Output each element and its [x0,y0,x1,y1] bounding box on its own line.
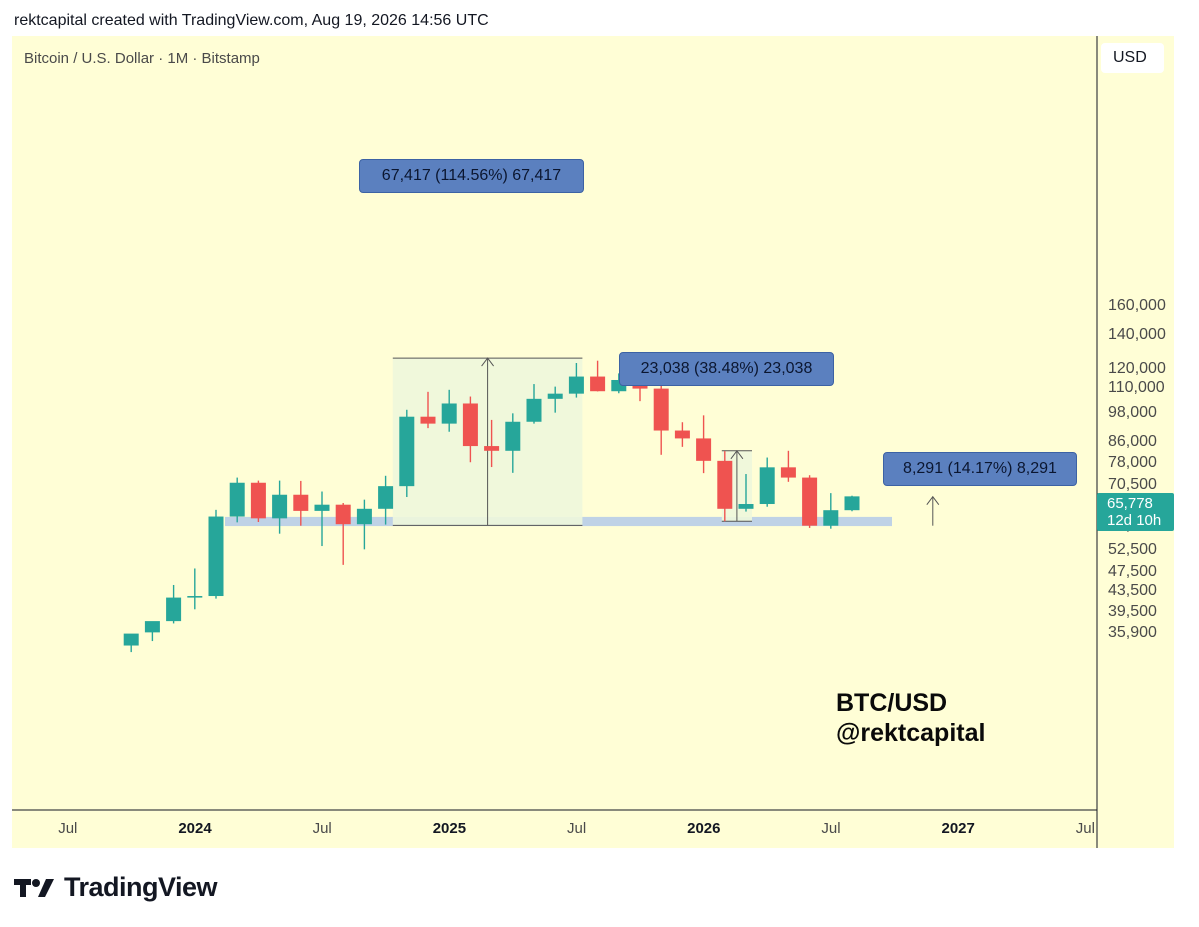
candle-up[interactable] [505,421,521,451]
measure-arrowhead-1 [481,357,495,367]
tradingview-logo-icon [14,878,54,897]
price-tick-label: 47,500 [1108,562,1157,580]
candle-up[interactable] [738,504,754,509]
price-tick-label: 78,000 [1108,454,1157,472]
price-tick-label: 110,000 [1108,378,1165,396]
watermark-author: @rektcapital [836,719,986,747]
candle-down[interactable] [653,388,669,431]
time-tick-label: 2026 [687,820,721,837]
candle-down[interactable] [590,376,606,392]
price-tick-label: 86,000 [1108,432,1157,450]
candle-down[interactable] [293,494,309,511]
candle-down[interactable] [484,446,500,451]
candle-up[interactable] [144,621,160,633]
symbol-label: Bitcoin / U.S. Dollar · 1M · Bitstamp [24,50,260,67]
candle-down[interactable] [420,416,436,424]
candle-up[interactable] [272,494,288,519]
watermark-symbol: BTC/USD [836,689,948,717]
chart-header: rektcapital created with TradingView.com… [14,12,489,29]
candle-down[interactable] [717,460,733,509]
candle-down[interactable] [696,438,712,461]
time-tick-label: 2025 [432,820,467,837]
measure-label-2: 23,038 (38.48%) 23,038 [619,352,834,386]
time-tick-label: Jul [1075,820,1095,837]
candle-down[interactable] [674,430,690,439]
candle-down[interactable] [780,467,796,478]
price-tick-label: 160,000 [1108,296,1166,314]
candle-up[interactable] [166,597,182,622]
time-tick-label: Jul [58,820,78,837]
watermark: BTC/USD @rektcapital [836,688,985,748]
tradingview-logo-text: TradingView [64,872,218,902]
measure-label-1: 67,417 (114.56%) 67,417 [359,159,584,193]
candle-up[interactable] [844,496,860,511]
candle-up[interactable] [823,510,839,526]
measure-arrowhead-2 [730,449,744,460]
candle-down[interactable] [335,504,351,525]
candle-up[interactable] [441,403,457,424]
time-tick-label: 2024 [178,820,212,837]
time-tick-label: Jul [567,820,587,837]
candle-up[interactable] [611,379,627,392]
time-tick-label: Jul [312,820,332,837]
time-tick-label: 2027 [941,820,975,837]
price-scale-background [1097,36,1174,848]
candle-up[interactable] [314,504,330,511]
candle-down[interactable] [462,403,478,447]
bar-countdown: 12d 10h [1107,512,1162,529]
time-tick-label: Jul [821,820,841,837]
measure-label-3: 8,291 (14.17%) 8,291 [883,452,1077,486]
candle-up[interactable] [399,416,415,487]
candle-up[interactable] [526,398,542,422]
last-price: 65,778 [1107,495,1153,512]
price-tick-label: 43,500 [1108,581,1157,599]
candle-up[interactable] [547,393,563,399]
candle-up[interactable] [568,376,584,394]
price-tick-label: 140,000 [1108,326,1166,343]
tradingview-logo: TradingView [14,872,218,903]
candle-up[interactable] [356,508,372,525]
price-tick-label: 39,500 [1108,603,1157,621]
candle-up[interactable] [187,596,203,598]
last-price-tag: 65,778 12d 10h [1097,493,1174,531]
currency-button[interactable]: USD [1101,43,1164,73]
candle-down[interactable] [802,477,818,526]
candle-up[interactable] [378,486,394,509]
measure-arrowhead-3 [926,495,940,505]
price-tick-label: 98,000 [1108,404,1157,422]
price-tick-label: 120,000 [1108,359,1166,377]
price-tick-label: 52,500 [1108,540,1157,558]
price-tick-label: 70,500 [1108,476,1157,494]
candle-up[interactable] [208,516,224,597]
price-tick-label: 35,900 [1108,623,1157,641]
candles-layer [123,357,860,653]
candle-up[interactable] [759,467,775,505]
candle-down[interactable] [250,482,266,519]
candle-up[interactable] [229,482,245,517]
chart-background [12,36,1174,848]
candle-up[interactable] [123,633,139,646]
